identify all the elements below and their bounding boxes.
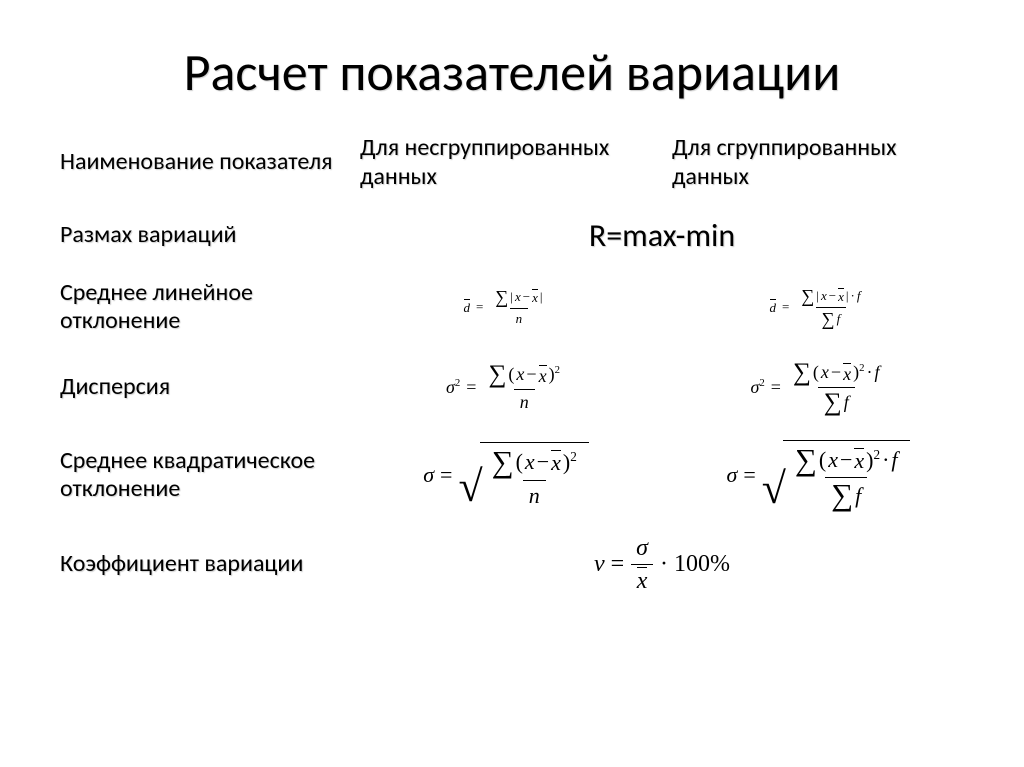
formula-variance-grouped: σ2 = ∑ ( x − x )2 · f ∑ f xyxy=(672,360,964,415)
formula-mean-linear-dev-ungrouped: d = ∑ | x − x | n xyxy=(360,288,652,327)
formula-cv: ν = σ x · 100% xyxy=(360,535,964,593)
table-grid: Наименование показателя Для несгруппиров… xyxy=(60,134,964,593)
formula-std-dev-grouped: σ = √ ∑ ( x − x )2 · xyxy=(672,440,964,512)
formula-variance-ungrouped: σ2 = ∑ ( x − x )2 n xyxy=(360,362,652,413)
row-label-mean-linear-dev: Среднее линейное отклонение xyxy=(60,279,340,337)
formula-range: R=max-min xyxy=(360,216,964,255)
row-label-range: Размах вариаций xyxy=(60,221,340,250)
formula-std-dev-ungrouped: σ = √ ∑ ( x − x )2 xyxy=(360,442,652,509)
slide: Расчет показателей вариации Наименование… xyxy=(0,0,1024,767)
header-grouped: Для сгруппированных данных xyxy=(672,134,964,192)
row-label-variance: Дисперсия xyxy=(60,373,340,402)
header-ungrouped: Для несгруппированных данных xyxy=(360,134,652,192)
row-label-std-dev: Среднее квадратическое отклонение xyxy=(60,447,340,505)
slide-title: Расчет показателей вариации xyxy=(60,40,964,104)
row-label-cv: Коэффициент вариации xyxy=(60,550,340,579)
header-name: Наименование показателя xyxy=(60,148,340,177)
formula-mean-linear-dev-grouped: d = ∑ | x − x | · f ∑ f xyxy=(672,287,964,328)
